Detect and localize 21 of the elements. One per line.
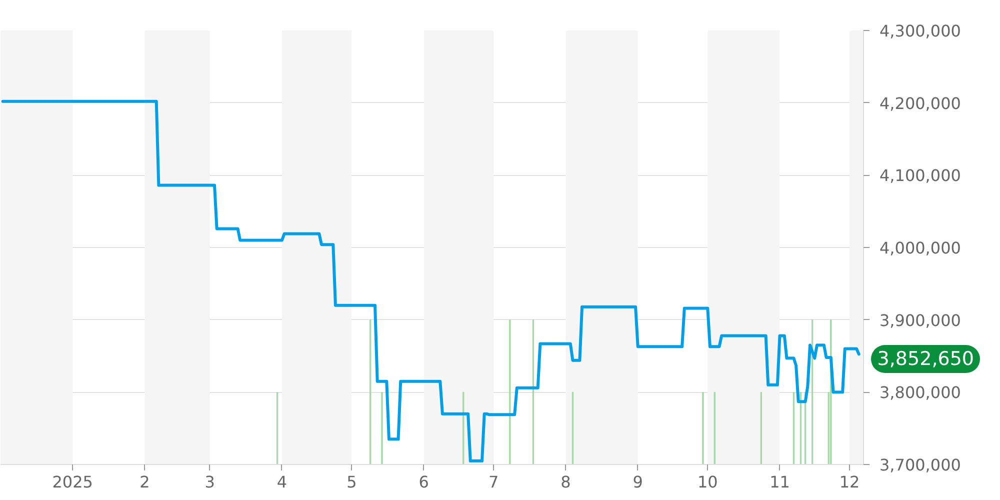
- y-tick-label: 3,700,000: [880, 456, 961, 474]
- x-tick-label: 11: [770, 472, 790, 492]
- y-tick-label: 3,800,000: [880, 383, 961, 402]
- line-series: [1, 100, 860, 462]
- x-tick-label: 7: [488, 472, 499, 492]
- y-tick-label: 4,100,000: [880, 166, 961, 186]
- x-tick-label: 5: [346, 472, 357, 492]
- x-tick-label: 12: [839, 472, 860, 492]
- x-tick-label: 4: [276, 472, 288, 492]
- annotation: 3,852,650: [877, 346, 974, 371]
- x-tick-label: 9: [632, 472, 643, 492]
- x-tick-label: 6: [418, 472, 429, 492]
- x-tick-label: 8: [560, 472, 571, 492]
- y-tick-label: 4,200,000: [880, 94, 961, 113]
- y-tick-label: 4,300,000: [880, 22, 961, 40]
- x-tick-label: 2: [140, 472, 150, 492]
- y-tick-label: 3,900,000: [880, 310, 961, 330]
- x-tick-label: 2025: [52, 472, 93, 492]
- x-tick-label: 10: [697, 472, 718, 492]
- x-tick-label: 3: [204, 472, 215, 492]
- y-tick-label: 4,000,000: [880, 238, 961, 258]
